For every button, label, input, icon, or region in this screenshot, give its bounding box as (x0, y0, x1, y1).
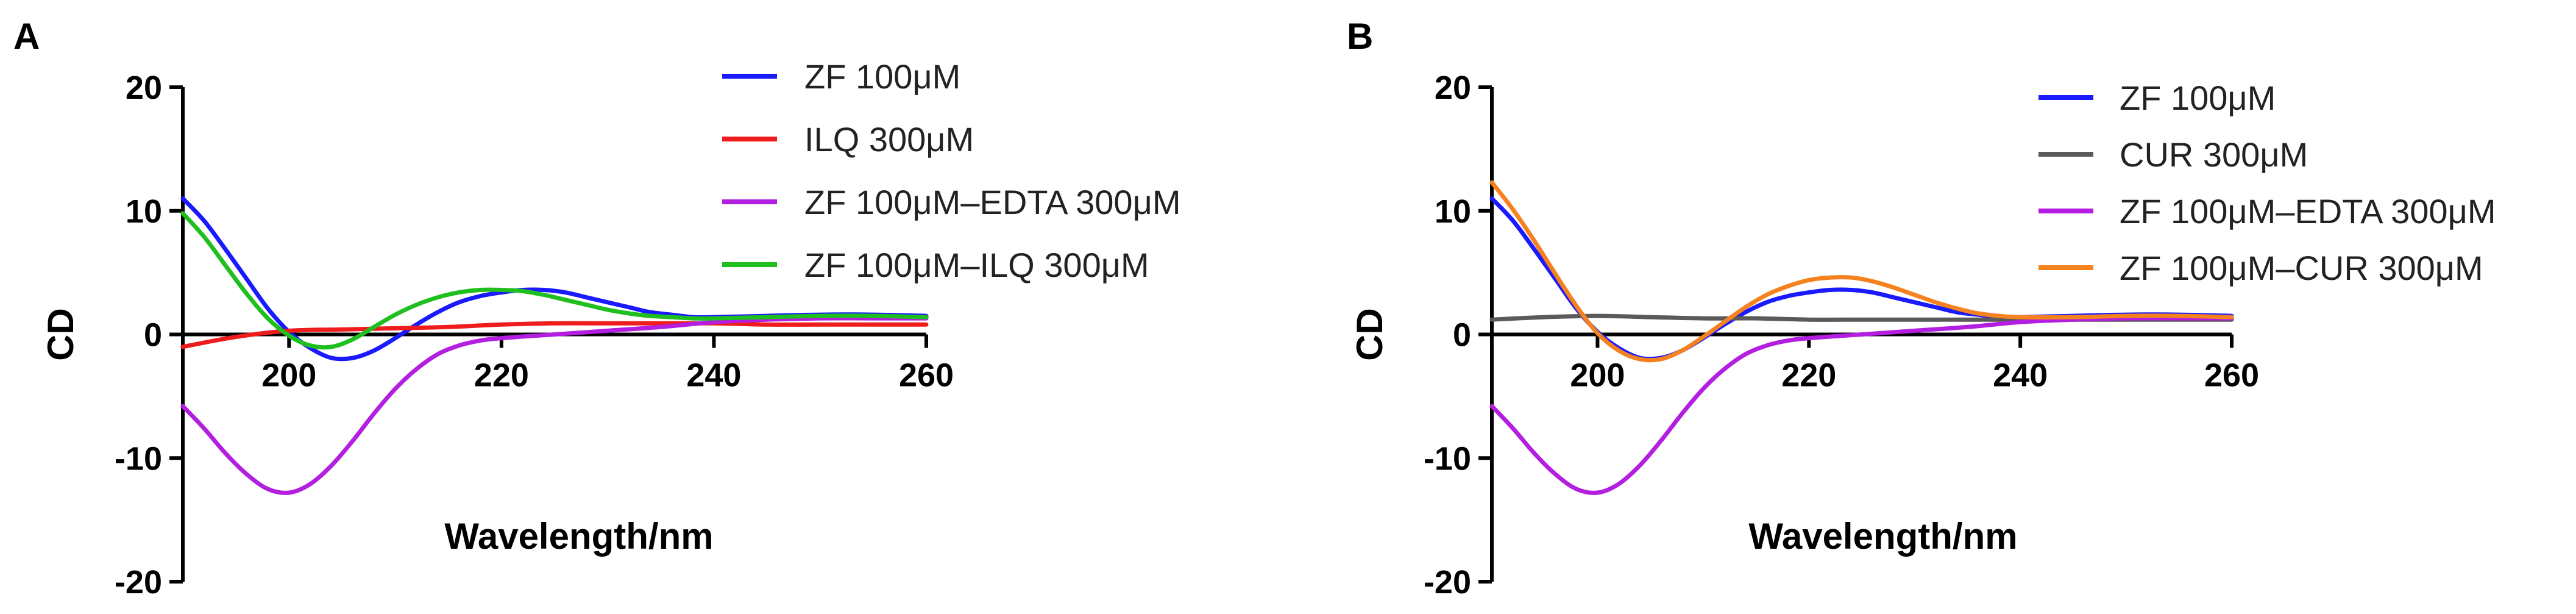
legend-label: ZF 100μM–EDTA 300μM (2120, 192, 2496, 230)
x-tick-label: 200 (261, 357, 316, 394)
y-tick-label: -20 (115, 564, 162, 601)
x-tick-label: 220 (474, 357, 529, 394)
y-tick-label: 10 (1435, 193, 1471, 230)
x-axis-title: Wavelength/nm (1748, 516, 2017, 557)
x-axis-title: Wavelength/nm (444, 516, 713, 557)
x-tick-label: 220 (1781, 357, 1836, 394)
legend-label: ZF 100μM (804, 57, 960, 96)
legend-label: ZF 100μM–ILQ 300μM (804, 246, 1149, 284)
legend-label: ZF 100μM–EDTA 300μM (804, 183, 1180, 221)
x-tick-label: 260 (2204, 357, 2259, 394)
x-tick-label: 260 (899, 357, 954, 394)
series-line (180, 316, 929, 495)
legend-label: ZF 100μM (2120, 79, 2276, 117)
y-tick-label: -20 (1424, 564, 1471, 601)
y-tick-label: -10 (115, 440, 162, 477)
panel-label: B (1347, 16, 1373, 57)
series-line (180, 211, 929, 350)
series-line (180, 321, 929, 349)
panel-a: A -20 -10 0 10 20 200 220 240 260 CD Wavelength/nm Z… (13, 16, 1180, 601)
y-tick-label: 10 (126, 193, 162, 230)
series-line (1489, 316, 2234, 495)
y-tick-label: -10 (1424, 440, 1471, 477)
x-tick-label: 240 (686, 357, 741, 394)
legend-label: ILQ 300μM (804, 120, 974, 159)
x-tick-label: 200 (1570, 357, 1625, 394)
panel-b: B -20 -10 0 10 20 200 220 240 260 CD Wavelength/nm Z… (1347, 16, 2496, 601)
y-tick-label: 20 (126, 70, 162, 106)
legend-label: CUR 300μM (2120, 135, 2308, 174)
series-line (1489, 180, 2234, 363)
x-tick-label: 240 (1993, 357, 2048, 394)
y-tick-label: 0 (1453, 317, 1471, 354)
legend-label: ZF 100μM–CUR 300μM (2120, 249, 2483, 287)
y-tick-label: 0 (144, 317, 162, 354)
panel-label: A (13, 16, 40, 57)
y-tick-label: 20 (1435, 70, 1471, 106)
y-axis-title: CD (1349, 308, 1390, 361)
y-axis-title: CD (40, 308, 81, 361)
